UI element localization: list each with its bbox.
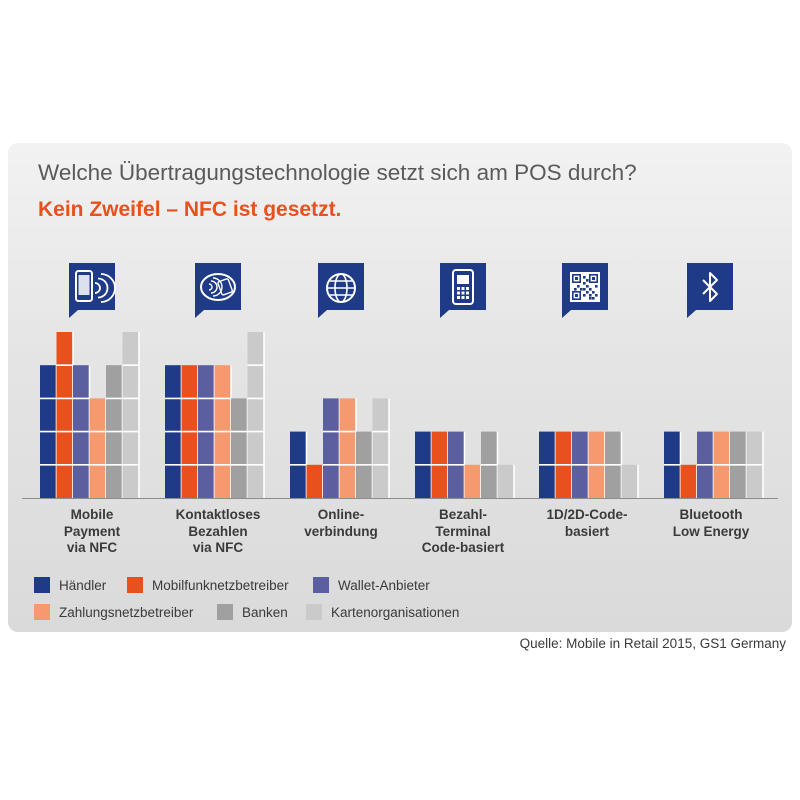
bar xyxy=(106,365,124,498)
legend-label: Zahlungsnetzbetreiber xyxy=(59,604,194,620)
bar xyxy=(231,398,249,498)
bar xyxy=(572,431,590,498)
legend-swatch xyxy=(217,604,233,620)
legend-swatch xyxy=(127,577,143,593)
bar xyxy=(539,431,557,498)
legend-item: Mobilfunknetzbetreiber xyxy=(127,575,289,595)
bar xyxy=(165,365,183,498)
bar xyxy=(555,431,573,498)
bar xyxy=(372,398,390,498)
bar xyxy=(605,431,623,498)
legend-item: Wallet-Anbieter xyxy=(313,575,430,595)
legend-label: Mobilfunknetzbetreiber xyxy=(152,577,289,593)
payment-terminal-icon xyxy=(440,263,486,318)
smartphone-nfc-icon xyxy=(69,263,116,318)
bar xyxy=(56,332,74,498)
bar xyxy=(247,332,265,498)
chart-title: Welche Übertragungstechnologie setzt sic… xyxy=(38,160,637,185)
bar xyxy=(356,431,374,498)
legend-swatch xyxy=(34,577,50,593)
bar xyxy=(713,431,731,498)
bar xyxy=(339,398,357,498)
bar xyxy=(621,464,639,498)
category-label: Kontaktloses Bezahlen via NFC xyxy=(175,507,261,555)
source-note: Quelle: Mobile in Retail 2015, GS1 Germa… xyxy=(519,636,786,651)
bar xyxy=(181,365,199,498)
bar xyxy=(464,464,482,498)
legend-item: Zahlungsnetzbetreiber xyxy=(34,602,193,622)
legend-item: Händler xyxy=(34,575,106,595)
legend-label: Wallet-Anbieter xyxy=(338,577,430,593)
legend-item: Kartenorganisationen xyxy=(306,602,459,622)
category-label: Mobile Payment via NFC xyxy=(63,507,121,555)
bar xyxy=(431,431,449,498)
contactless-card-icon xyxy=(195,263,241,318)
bar xyxy=(730,431,748,498)
legend-label: Banken xyxy=(242,604,288,620)
bar xyxy=(415,431,433,498)
qr-code-icon xyxy=(562,263,608,318)
bar xyxy=(73,365,91,498)
bar xyxy=(481,431,499,498)
category-label: Bezahl- Terminal Code-basiert xyxy=(421,507,505,555)
bar xyxy=(680,464,698,498)
category-label: Bluetooth Low Energy xyxy=(672,507,750,539)
bar xyxy=(588,431,606,498)
bar xyxy=(746,431,764,498)
bar xyxy=(697,431,715,498)
bar xyxy=(664,431,682,498)
bluetooth-icon xyxy=(687,263,733,318)
legend-swatch xyxy=(34,604,50,620)
bar xyxy=(198,365,216,498)
bar xyxy=(497,464,515,498)
bar xyxy=(122,332,140,498)
bar xyxy=(214,365,232,498)
bar xyxy=(306,464,324,498)
category-label: 1D/2D-Code- basiert xyxy=(546,507,628,539)
globe-icon xyxy=(318,263,364,318)
bar xyxy=(290,431,308,498)
legend-label: Händler xyxy=(59,577,107,593)
legend-swatch xyxy=(313,577,329,593)
bar xyxy=(40,365,58,498)
legend-label: Kartenorganisationen xyxy=(331,604,460,620)
chart-subtitle: Kein Zweifel – NFC ist gesetzt. xyxy=(38,198,342,221)
legend-item: Banken xyxy=(217,602,288,622)
category-label: Online- verbindung xyxy=(304,507,378,539)
bar xyxy=(323,398,341,498)
bar xyxy=(448,431,466,498)
legend-swatch xyxy=(306,604,322,620)
bar xyxy=(89,398,107,498)
